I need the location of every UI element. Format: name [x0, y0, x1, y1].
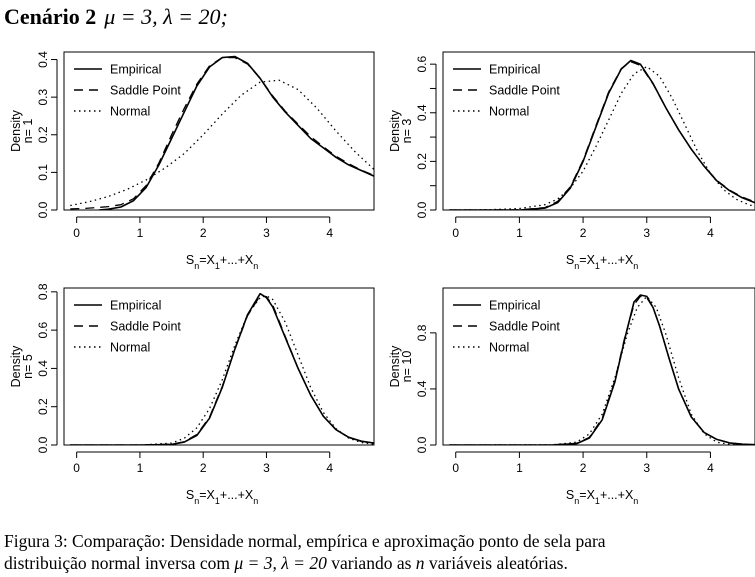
series-line-normal — [70, 295, 374, 445]
y-tick-label: 0.4 — [415, 380, 429, 397]
y-tick-label: 0.4 — [36, 360, 50, 377]
plot-frame — [63, 51, 375, 211]
x-tick-label: 4 — [707, 461, 714, 475]
x-tick-label: 2 — [580, 226, 587, 240]
x-tick-label: 1 — [137, 461, 144, 475]
series-line-saddle-point — [70, 56, 374, 210]
caption-text-a: distribuição normal inversa com — [4, 553, 235, 573]
y-tick-label: 0.0 — [36, 436, 50, 453]
x-tick-label: 1 — [516, 226, 523, 240]
x-tick-label: 1 — [137, 226, 144, 240]
x-tick-label: 4 — [326, 461, 333, 475]
y-axis-label: Density — [388, 109, 402, 151]
legend-label: Normal — [110, 341, 150, 355]
y-tick-label: 0.6 — [415, 55, 429, 72]
x-tick-label: 3 — [643, 226, 650, 240]
plot-frame — [442, 51, 755, 211]
y-tick-label: 0.2 — [36, 398, 50, 415]
plot-frame — [63, 287, 375, 446]
caption-text-c: variáveis aleatórias. — [424, 553, 568, 573]
legend-label: Saddle Point — [110, 84, 181, 98]
x-axis-label: Sn=X1+...+Xn — [186, 253, 258, 271]
legend-label: Empirical — [489, 299, 540, 313]
x-axis-label: Sn=X1+...+Xn — [186, 488, 258, 506]
y-tick-label: 0.8 — [415, 324, 429, 341]
x-tick-label: 3 — [263, 461, 270, 475]
y-axis-label: Density — [9, 109, 23, 151]
sample-size-label: n= 10 — [400, 351, 414, 383]
legend-label: Normal — [489, 105, 529, 119]
caption-n: n — [415, 553, 425, 573]
series-line-empirical — [98, 55, 374, 210]
x-tick-label: 0 — [73, 226, 80, 240]
series-line-normal — [449, 65, 755, 210]
y-tick-label: 0.0 — [36, 201, 50, 218]
x-axis-label: Sn=X1+...+Xn — [566, 253, 638, 271]
y-tick-label: 0.4 — [415, 104, 429, 121]
x-tick-label: 0 — [452, 226, 459, 240]
figure-caption: Figura 3: Comparação: Densidade normal, … — [4, 530, 749, 574]
x-tick-label: 0 — [73, 461, 80, 475]
scenario-parameters: μ = 3, λ = 20; — [104, 4, 228, 29]
legend-label: Empirical — [489, 63, 540, 77]
y-axis-label: Density — [388, 345, 402, 387]
caption-line-1: Figura 3: Comparação: Densidade normal, … — [4, 531, 606, 551]
series-line-saddle-point — [449, 295, 755, 445]
y-axis-label: Density — [9, 345, 23, 387]
y-tick-label: 0.6 — [36, 321, 50, 338]
legend-label: Empirical — [110, 299, 161, 313]
y-tick-label: 0.8 — [36, 283, 50, 300]
x-tick-label: 1 — [516, 461, 523, 475]
sample-size-label: n= 3 — [400, 119, 414, 144]
x-tick-label: 4 — [707, 226, 714, 240]
series-line-normal — [70, 79, 374, 207]
x-tick-label: 2 — [200, 226, 207, 240]
caption-math: μ = 3, λ = 20 — [234, 553, 327, 573]
x-tick-label: 4 — [326, 226, 333, 240]
legend-label: Saddle Point — [489, 320, 560, 334]
series-line-empirical — [449, 294, 755, 445]
x-tick-label: 3 — [643, 461, 650, 475]
y-tick-label: 0.4 — [36, 51, 50, 68]
sample-size-label: n= 5 — [21, 354, 35, 379]
legend-label: Saddle Point — [489, 84, 560, 98]
x-tick-label: 2 — [580, 461, 587, 475]
plot-frame — [442, 287, 755, 446]
caption-text-b: variando as — [326, 553, 416, 573]
scenario-label: Cenário 2 — [4, 4, 97, 29]
legend-label: Saddle Point — [110, 320, 181, 334]
y-tick-label: 0.0 — [415, 201, 429, 218]
legend-label: Normal — [110, 105, 150, 119]
legend-label: Normal — [489, 341, 529, 355]
y-tick-label: 0.0 — [415, 436, 429, 453]
x-axis-label: Sn=X1+...+Xn — [566, 488, 638, 506]
x-tick-label: 2 — [200, 461, 207, 475]
y-tick-label: 0.3 — [36, 88, 50, 105]
figure-heading: Cenário 2 μ = 3, λ = 20; — [4, 4, 228, 30]
sample-size-label: n= 1 — [21, 119, 35, 144]
x-tick-label: 3 — [263, 226, 270, 240]
series-line-normal — [449, 295, 755, 445]
x-tick-label: 0 — [452, 461, 459, 475]
y-tick-label: 0.1 — [36, 164, 50, 181]
series-line-empirical — [70, 292, 374, 445]
legend-label: Empirical — [110, 63, 161, 77]
y-tick-label: 0.2 — [36, 126, 50, 143]
y-tick-label: 0.2 — [415, 153, 429, 170]
